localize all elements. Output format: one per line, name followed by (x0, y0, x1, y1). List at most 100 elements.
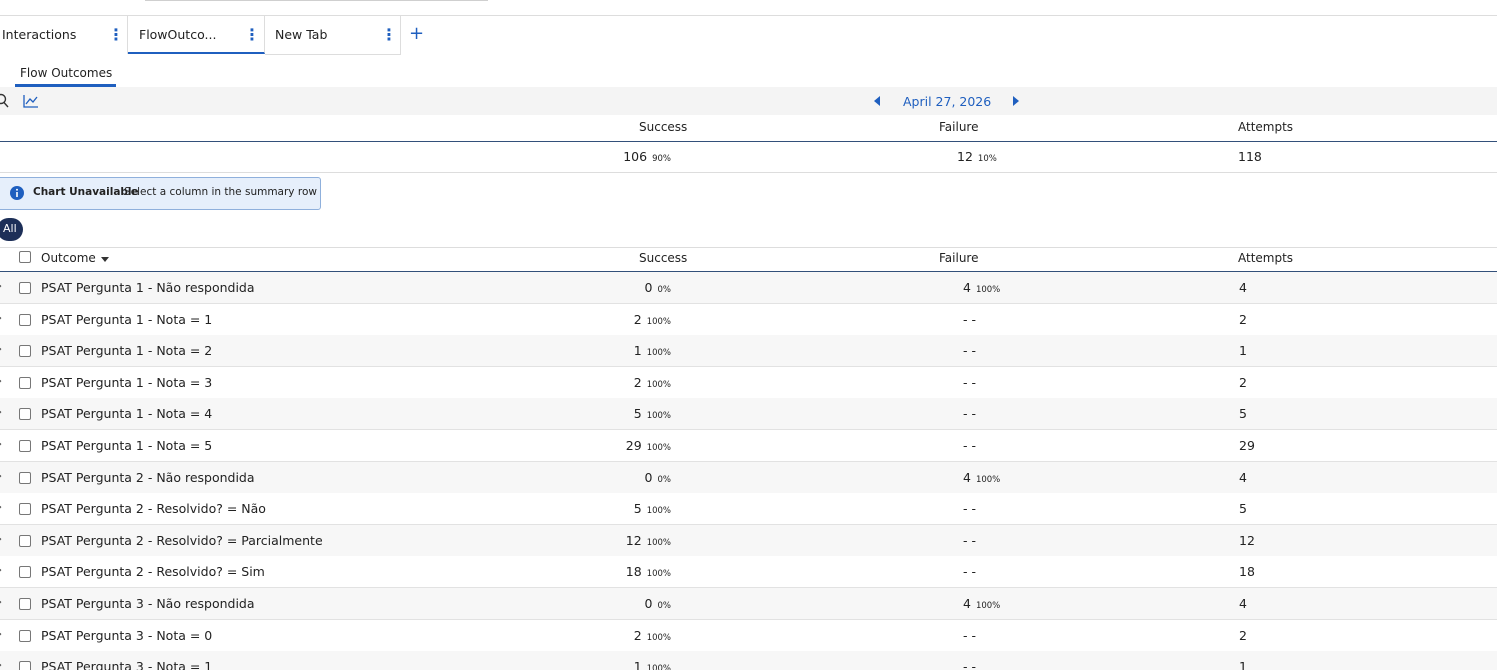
count: 5 (633, 501, 642, 517)
column-header[interactable]: Attempts (1238, 251, 1294, 265)
search-icon[interactable] (0, 93, 10, 109)
tab[interactable]: Interactions ⋮ (0, 16, 128, 54)
count: 1 (633, 659, 642, 670)
failure-cell: - - (963, 406, 976, 421)
tab-menu[interactable]: ⋮ (381, 25, 397, 44)
success-cell: 2 100% (634, 312, 671, 327)
expand-icon[interactable]: › (0, 344, 2, 355)
table-row[interactable]: › PSAT Pergunta 2 - Resolvido? = Sim 18 100… (0, 556, 1497, 589)
sort-icon[interactable] (101, 257, 109, 262)
table-row[interactable]: › PSAT Pergunta 3 - Nota = 0 2 100% - - 2 (0, 619, 1497, 652)
outcome: PSAT Pergunta 3 - Não respondida (41, 596, 255, 611)
row-checkbox[interactable] (19, 629, 31, 642)
tab-menu[interactable]: ⋮ (244, 25, 260, 44)
row-checkbox[interactable] (19, 313, 31, 326)
table-row[interactable]: › PSAT Pergunta 1 - Não respondida 0 0% 4 100… (0, 272, 1497, 304)
search-bar[interactable] (145, 0, 488, 1)
subtab-label: Flow Outcomes (20, 66, 113, 80)
select-all[interactable] (19, 251, 31, 263)
summary-cell[interactable]: 12 10% (957, 149, 997, 164)
outcome: PSAT Pergunta 1 - Nota = 2 (41, 343, 213, 359)
row-checkbox[interactable] (19, 440, 31, 452)
expand-icon[interactable]: › (0, 629, 2, 640)
row-checkbox[interactable] (19, 471, 31, 484)
prev-date[interactable] (873, 96, 881, 106)
chart-icon[interactable] (23, 94, 39, 108)
expand-icon[interactable]: › (0, 376, 2, 387)
percent: 100% (975, 285, 1001, 295)
expand-icon[interactable]: › (0, 407, 2, 418)
column-header[interactable]: Outcome (41, 251, 96, 265)
expand-icon[interactable]: › (0, 439, 2, 450)
row-checkbox[interactable] (19, 534, 31, 547)
filter-pill[interactable]: All (0, 218, 23, 241)
row-checkbox[interactable] (19, 408, 31, 421)
table-row[interactable]: › PSAT Pergunta 1 - Nota = 2 1 100% - - 1 (0, 335, 1497, 368)
expand-icon[interactable]: › (0, 597, 2, 608)
table-row[interactable]: › PSAT Pergunta 2 - Não respondida 0 0% 4 100… (0, 461, 1497, 494)
row-checkbox[interactable] (19, 598, 31, 610)
expand-icon[interactable]: › (0, 502, 2, 513)
divider (0, 247, 1497, 248)
column-header[interactable]: Success (639, 251, 688, 265)
summary-cell[interactable]: 118 (1238, 149, 1262, 164)
attempts: 29 (1239, 438, 1255, 453)
count: 4 (963, 596, 971, 611)
summary-header[interactable]: Failure (939, 120, 979, 134)
row-checkbox[interactable] (19, 661, 31, 670)
table-row[interactable]: › PSAT Pergunta 1 - Nota = 4 5 100% - - 5 (0, 398, 1497, 431)
summary-cell[interactable]: 106 90% (623, 149, 671, 164)
success-cell: 1 100% (634, 659, 671, 670)
tab[interactable]: New Tab ⋮ (265, 16, 401, 55)
failure-cell: - - (963, 438, 976, 453)
table-row[interactable]: › PSAT Pergunta 2 - Resolvido? = Não 5 100%… (0, 493, 1497, 526)
row-checkbox[interactable] (19, 345, 31, 358)
row-checkbox[interactable] (19, 503, 31, 516)
tab-label: FlowOutco... (139, 27, 217, 42)
row-checkbox[interactable] (19, 566, 31, 579)
subtab[interactable]: Flow Outcomes (15, 64, 116, 87)
table-row[interactable]: › PSAT Pergunta 3 - Não respondida 0 0% 4 100… (0, 588, 1497, 620)
table-row[interactable]: › PSAT Pergunta 2 - Resolvido? = Parcialm… (0, 524, 1497, 557)
summary-header[interactable]: Success (639, 120, 688, 134)
attempts: 5 (1239, 406, 1247, 422)
row-checkbox[interactable] (19, 376, 31, 389)
expand-icon[interactable]: › (0, 534, 2, 545)
outcome: PSAT Pergunta 1 - Nota = 3 (41, 374, 213, 390)
percent: 100% (646, 316, 671, 327)
outcome: PSAT Pergunta 1 - Não respondida (41, 280, 255, 295)
table-row[interactable]: › PSAT Pergunta 1 - Nota = 5 29 100% - - 29 (0, 430, 1497, 462)
count: 4 (963, 280, 971, 295)
count: - - (963, 343, 976, 359)
table-row[interactable]: › PSAT Pergunta 3 - Nota = 1 1 100% - - 1 (0, 651, 1497, 670)
failure-cell: - - (963, 375, 976, 390)
date[interactable]: April 27, 2026 (903, 94, 992, 109)
attempts: 12 (1239, 532, 1255, 548)
success-cell: 29 100% (626, 438, 671, 453)
attempts: 2 (1239, 311, 1247, 327)
percent: 100% (646, 664, 671, 670)
failure-cell: 4 100% (963, 280, 1000, 295)
expand-icon[interactable]: › (0, 565, 2, 576)
failure-cell: - - (963, 533, 976, 548)
table-row[interactable]: › PSAT Pergunta 1 - Nota = 3 2 100% - - 2 (0, 366, 1497, 399)
expand-icon[interactable]: › (0, 471, 2, 482)
expand-icon[interactable]: › (0, 313, 2, 324)
info-text: Select a column in the summary row (124, 186, 317, 198)
tab-active[interactable]: FlowOutco... ⋮ (128, 16, 265, 54)
add-tab[interactable]: + (409, 23, 425, 44)
tab-menu[interactable]: ⋮ (108, 25, 124, 44)
success-cell: 5 100% (634, 501, 671, 516)
row-checkbox[interactable] (19, 282, 31, 294)
success-cell: 12 100% (626, 533, 671, 548)
next-date[interactable] (1012, 96, 1020, 106)
column-header[interactable]: Failure (939, 251, 979, 265)
percent: 100% (646, 569, 671, 580)
expand-icon[interactable]: › (0, 281, 2, 292)
count: - - (963, 374, 976, 390)
expand-icon[interactable]: › (0, 660, 2, 670)
divider (0, 172, 1497, 173)
table-row[interactable]: › PSAT Pergunta 1 - Nota = 1 2 100% - - 2 (0, 303, 1497, 336)
summary-header[interactable]: Attempts (1238, 120, 1294, 134)
